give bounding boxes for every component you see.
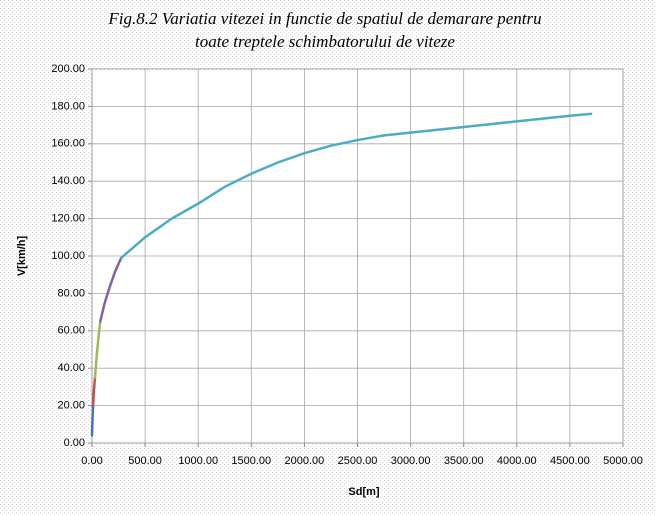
- y-tick-label: 0.00: [64, 437, 85, 449]
- x-tick-label: 4500.00: [550, 455, 590, 467]
- series-line: [90, 404, 95, 437]
- x-tick-label: 2500.00: [338, 455, 378, 467]
- y-tick-label: 100.00: [51, 250, 85, 262]
- series-line: [99, 256, 123, 323]
- series-line: [93, 320, 102, 379]
- x-tick-label: 3500.00: [444, 455, 484, 467]
- x-tick-label: 3000.00: [391, 455, 431, 467]
- y-axis-label: V[km/h]: [16, 235, 28, 276]
- x-tick-label: 5000.00: [603, 455, 643, 467]
- y-tick-label: 180.00: [51, 100, 85, 112]
- y-tick-label: 40.00: [57, 362, 85, 374]
- series-line: [119, 112, 593, 260]
- y-tick-label: 140.00: [51, 175, 85, 187]
- x-tick-label: 2000.00: [285, 455, 325, 467]
- y-tick-label: 60.00: [57, 325, 85, 337]
- x-axis-label: Sd[m]: [348, 486, 380, 498]
- x-tick-label: 4000.00: [497, 455, 537, 467]
- y-tick-label: 80.00: [57, 287, 85, 299]
- chart-title: Fig.8.2 Variatia vitezei in functie de s…: [107, 9, 541, 28]
- y-tick-label: 20.00: [57, 400, 85, 412]
- x-tick-label: 0.00: [81, 455, 102, 467]
- x-tick-label: 1000.00: [178, 455, 218, 467]
- series-line: [91, 376, 97, 407]
- x-tick-label: 500.00: [128, 455, 162, 467]
- y-tick-label: 120.00: [51, 213, 85, 225]
- x-tick-label: 1500.00: [231, 455, 271, 467]
- y-tick-label: 200.00: [51, 63, 85, 75]
- y-tick-label: 160.00: [51, 138, 85, 150]
- chart-title: toate treptele schimbatorului de viteze: [195, 32, 455, 51]
